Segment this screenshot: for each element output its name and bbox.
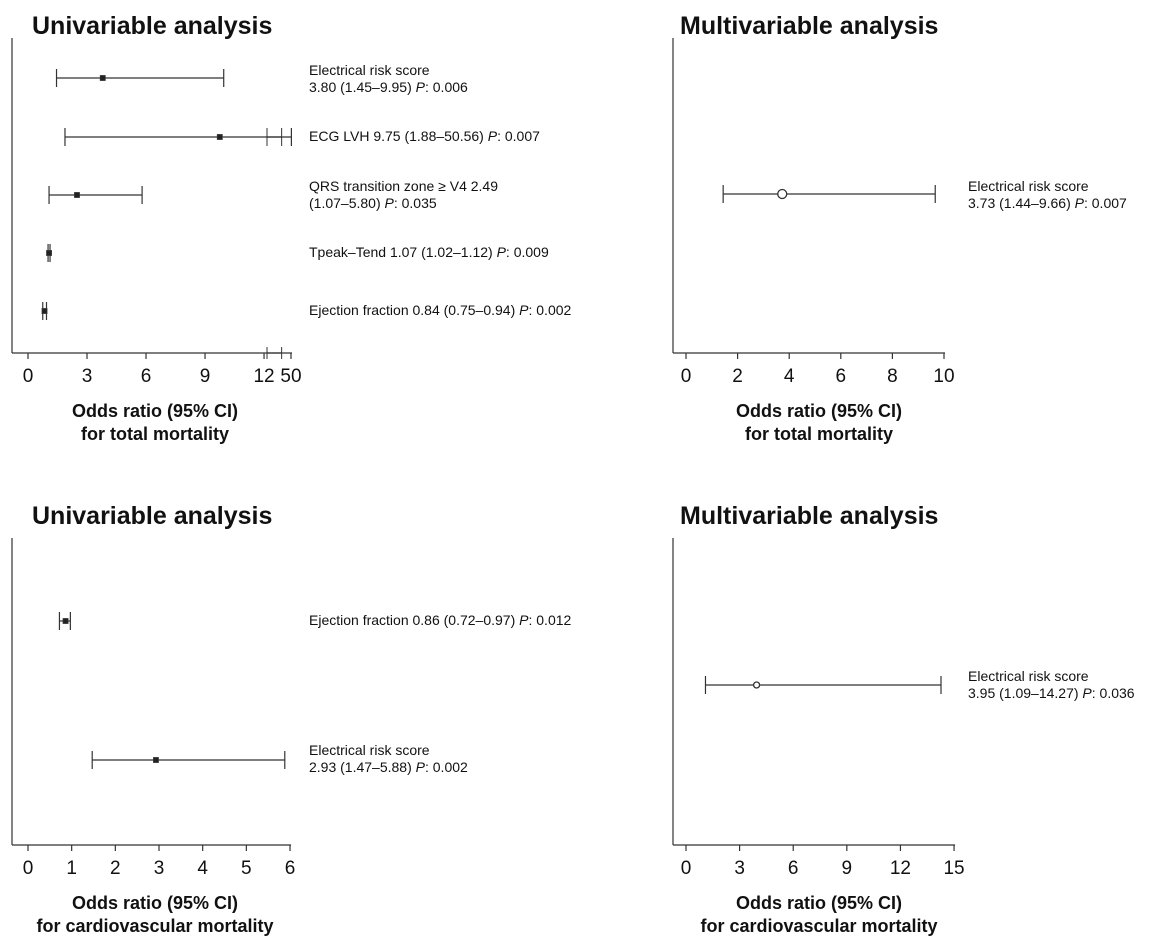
x-tick-label: 6 xyxy=(787,858,799,879)
x-tick-label: 9 xyxy=(199,366,211,387)
row-label-text: Ejection fraction 0.84 (0.75–0.94) xyxy=(309,302,520,318)
x-tick-label: 6 xyxy=(835,366,847,387)
row-label: Ejection fraction 0.84 (0.75–0.94) P: 0.… xyxy=(309,302,571,319)
x-axis-label: Odds ratio (95% CI) for total mortality xyxy=(0,400,325,446)
x-tick-label: 8 xyxy=(887,366,898,387)
panel-title: Univariable analysis xyxy=(32,12,273,40)
point-estimate xyxy=(99,75,106,81)
point-estimate xyxy=(46,250,52,256)
x-axis-label-line2: for cardiovascular mortality xyxy=(36,916,274,936)
row-label: QRS transition zone ≥ V4 2.49 (1.07–5.80)… xyxy=(309,178,498,212)
forest-plot-svg xyxy=(672,38,945,359)
row-p-symbol: P xyxy=(496,244,506,260)
x-axis-label: Odds ratio (95% CI) for cardiovascular m… xyxy=(0,892,325,938)
x-axis-label-line2: for total mortality xyxy=(80,424,229,444)
row-label-text: Electrical risk score xyxy=(968,668,1089,684)
x-tick-label: 15 xyxy=(943,858,965,879)
row-label: Electrical risk score 3.73 (1.44–9.66) P:… xyxy=(968,178,1127,212)
x-tick-label: 2 xyxy=(110,858,121,879)
point-estimate xyxy=(752,681,761,689)
x-tick-label: 3 xyxy=(81,366,93,387)
x-axis-label-line2: for total mortality xyxy=(744,424,893,444)
x-axis-label-line2: for cardiovascular mortality xyxy=(700,916,938,936)
x-tick-label: 2 xyxy=(732,366,743,387)
row-stat-text: 3.73 (1.44–9.66) xyxy=(968,195,1075,211)
row-p-value: : 0.007 xyxy=(1083,195,1127,211)
row-stat-text: (1.07–5.80) xyxy=(309,195,385,211)
x-tick-label: 0 xyxy=(22,366,34,387)
x-tick-label: 9 xyxy=(841,858,853,879)
x-tick-label: 3 xyxy=(734,858,745,879)
point-estimate xyxy=(62,618,69,624)
x-tick-label: 4 xyxy=(197,858,208,879)
row-p-value: : 0.035 xyxy=(393,195,437,211)
x-tick-label: 0 xyxy=(680,858,692,879)
row-p-symbol: P xyxy=(415,79,425,95)
forest-plot-svg xyxy=(11,538,292,851)
x-axis-label-line1: Odds ratio (95% CI) xyxy=(735,893,903,913)
x-tick-label: 6 xyxy=(284,858,296,879)
row-p-symbol: P xyxy=(487,128,498,144)
row-p-value: : 0.006 xyxy=(424,79,468,95)
x-tick-label: 50 xyxy=(280,366,302,387)
row-label-text: ECG LVH 9.75 (1.88–50.56) xyxy=(309,128,488,144)
row-p-value: : 0.009 xyxy=(505,244,549,260)
x-tick-label: 10 xyxy=(933,366,955,387)
row-label-text: Ejection fraction 0.86 (0.72–0.97) xyxy=(309,612,520,628)
x-tick-label: 0 xyxy=(680,366,692,387)
row-p-symbol: P xyxy=(1074,195,1084,211)
x-axis-label: Odds ratio (95% CI) for total mortality xyxy=(649,400,989,446)
row-label: Electrical risk score 3.80 (1.45–9.95) P:… xyxy=(309,62,468,96)
row-label-text: Tpeak–Tend 1.07 (1.02–1.12) xyxy=(309,244,497,260)
point-estimate xyxy=(216,134,223,140)
x-tick-label: 12 xyxy=(889,858,911,879)
row-label-text: Electrical risk score xyxy=(968,178,1089,194)
row-p-symbol: P xyxy=(1082,685,1092,701)
row-stat-text: 2.93 (1.47–5.88) xyxy=(309,759,416,775)
row-p-symbol: P xyxy=(384,195,394,211)
point-estimate xyxy=(777,188,788,200)
row-label-text: Electrical risk score xyxy=(309,62,430,78)
x-tick-label: 5 xyxy=(241,858,252,879)
x-axis-label: Odds ratio (95% CI) for cardiovascular m… xyxy=(649,892,989,938)
row-p-value: : 0.036 xyxy=(1091,685,1135,701)
panel-title: Univariable analysis xyxy=(32,502,273,530)
point-estimate xyxy=(41,308,48,314)
row-stat-text: 3.95 (1.09–14.27) xyxy=(968,685,1083,701)
row-p-value: : 0.012 xyxy=(528,612,572,628)
x-axis-label-line1: Odds ratio (95% CI) xyxy=(735,401,903,421)
row-label: Electrical risk score 3.95 (1.09–14.27) P… xyxy=(968,668,1135,702)
forest-plot-svg xyxy=(11,38,292,359)
x-tick-label: 1 xyxy=(66,858,77,879)
panel-title: Multivariable analysis xyxy=(680,502,939,530)
x-tick-label: 0 xyxy=(22,858,34,879)
row-label: Ejection fraction 0.86 (0.72–0.97) P: 0.… xyxy=(309,612,571,629)
x-axis-label-line1: Odds ratio (95% CI) xyxy=(71,893,239,913)
x-axis-label-line1: Odds ratio (95% CI) xyxy=(71,401,239,421)
row-p-value: : 0.007 xyxy=(497,128,540,144)
panel-title: Multivariable analysis xyxy=(680,12,939,40)
x-tick-label: 3 xyxy=(153,858,165,879)
row-label: Tpeak–Tend 1.07 (1.02–1.12) P: 0.009 xyxy=(309,244,549,261)
x-tick-label: 4 xyxy=(783,366,795,387)
row-p-symbol: P xyxy=(415,759,425,775)
x-tick-label: 6 xyxy=(140,366,152,387)
row-label: ECG LVH 9.75 (1.88–50.56) P: 0.007 xyxy=(309,128,540,145)
row-p-value: : 0.002 xyxy=(528,302,572,318)
point-estimate xyxy=(153,757,159,763)
row-stat-text: 3.80 (1.45–9.95) xyxy=(309,79,416,95)
row-p-symbol: P xyxy=(519,612,529,628)
point-estimate xyxy=(74,192,80,198)
row-p-value: : 0.002 xyxy=(424,759,468,775)
row-label-text: Electrical risk score xyxy=(309,742,430,758)
x-tick-label: 12 xyxy=(253,366,275,387)
row-label-text: QRS transition zone ≥ V4 2.49 xyxy=(309,178,499,194)
row-label: Electrical risk score 2.93 (1.47–5.88) P:… xyxy=(309,742,468,776)
row-p-symbol: P xyxy=(519,302,529,318)
